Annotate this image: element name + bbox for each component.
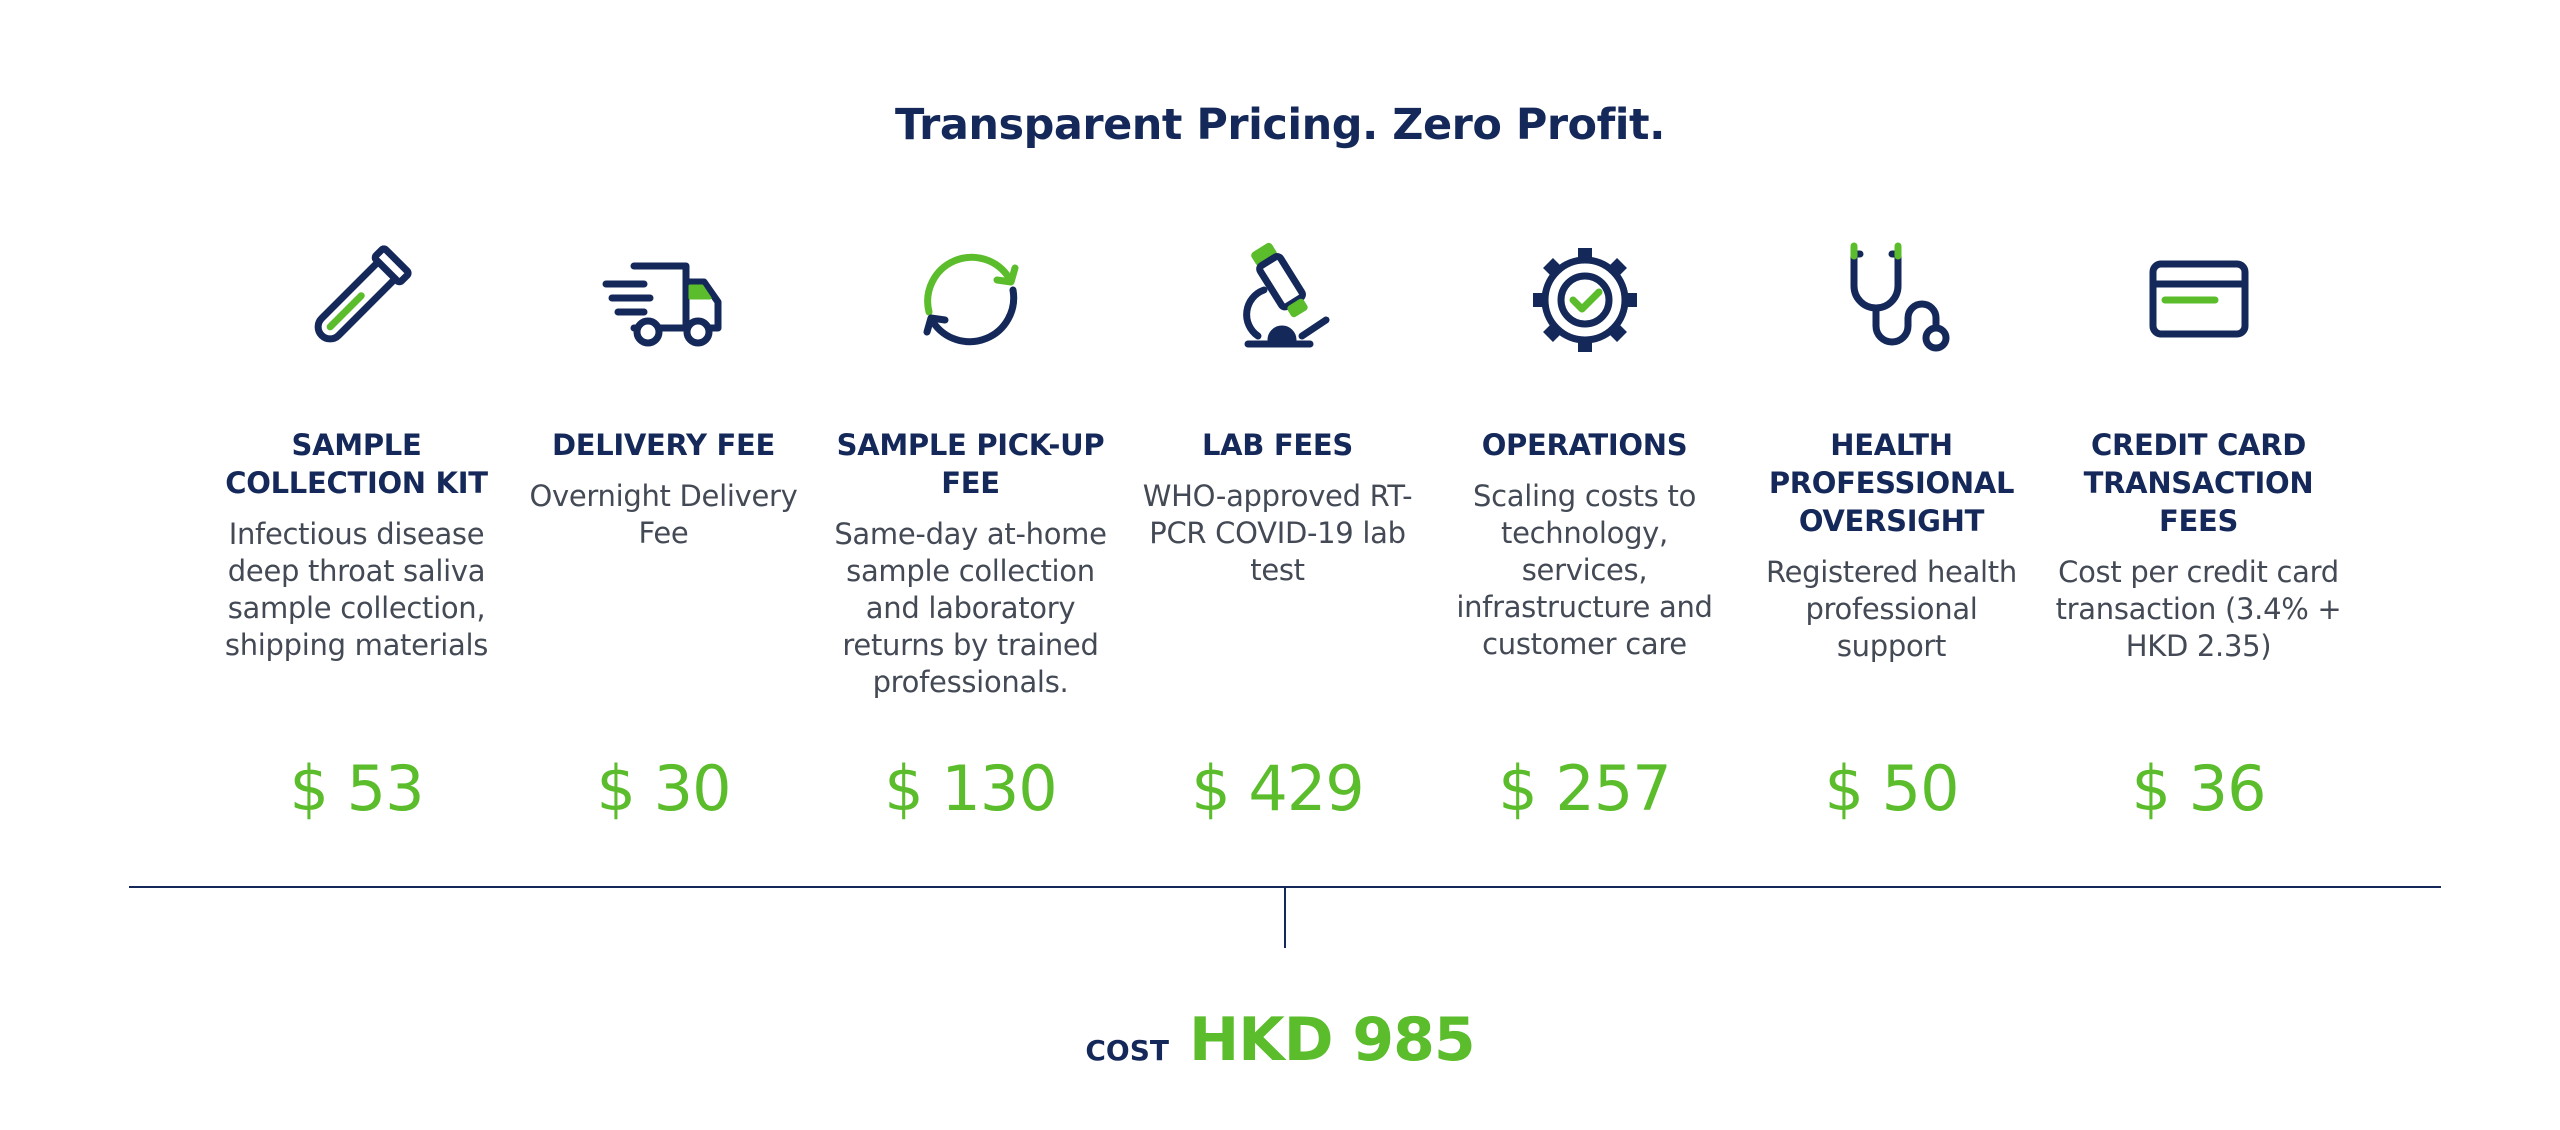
item-name: SAMPLE PICK-UP FEE (836, 428, 1105, 500)
item-description: Scaling costs to technology, services, i… (1456, 479, 1713, 661)
gear-check-icon (1525, 240, 1645, 360)
pricing-item-credit-card-transaction-fees: CREDIT CARD TRANSACTION FEES Cost per cr… (2045, 240, 2352, 701)
pricing-item-delivery-fee: DELIVERY FEE Overnight Delivery Fee (510, 240, 817, 701)
item-name: OPERATIONS (1481, 428, 1688, 462)
item-description: Same-day at-home sample collection and l… (834, 517, 1107, 699)
page-title: Transparent Pricing. Zero Profit. (895, 100, 1665, 150)
stethoscope-icon (1832, 240, 1952, 360)
item-name: CREDIT CARD TRANSACTION FEES (2083, 428, 2314, 538)
item-description: WHO-approved RT-PCR COVID-19 lab test (1142, 479, 1413, 587)
divider-connector (1284, 888, 1286, 948)
item-price: $ 36 (2131, 752, 2266, 825)
pricing-item-health-professional-oversight: HEALTH PROFESSIONAL OVERSIGHT Registered… (1738, 240, 2045, 701)
test-tube-icon (297, 240, 417, 360)
pricing-columns: SAMPLE COLLECTION KIT Infectious disease… (203, 240, 2351, 701)
total-label: COST (1085, 1034, 1169, 1067)
pricing-item-operations: OPERATIONS Scaling costs to technology, … (1431, 240, 1738, 701)
pricing-item-lab-fees: LAB FEES WHO-approved RT-PCR COVID-19 la… (1124, 240, 1431, 701)
refresh-arrows-icon (911, 240, 1031, 360)
item-price: $ 130 (884, 752, 1058, 825)
microscope-icon (1218, 240, 1338, 360)
delivery-truck-icon (602, 240, 724, 360)
item-price: $ 53 (289, 752, 424, 825)
item-price: $ 257 (1498, 752, 1672, 825)
item-description: Overnight Delivery Fee (529, 479, 798, 550)
item-description: Cost per credit card transaction (3.4% +… (2055, 555, 2342, 663)
item-price: $ 50 (1824, 752, 1959, 825)
item-name: LAB FEES (1201, 428, 1354, 462)
pricing-item-sample-collection-kit: SAMPLE COLLECTION KIT Infectious disease… (203, 240, 510, 701)
total-cost: COST HKD 985 (0, 1005, 2560, 1075)
item-price: $ 429 (1191, 752, 1365, 825)
item-name: HEALTH PROFESSIONAL OVERSIGHT (1768, 428, 2015, 538)
item-description: Infectious disease deep throat saliva sa… (224, 517, 489, 662)
item-price: $ 30 (596, 752, 731, 825)
pricing-item-sample-pick-up-fee: SAMPLE PICK-UP FEE Same-day at-home samp… (817, 240, 1124, 701)
credit-card-icon (2139, 240, 2259, 360)
item-name: DELIVERY FEE (551, 428, 776, 462)
item-description: Registered health professional support (1766, 555, 2017, 663)
total-value: HKD 985 (1188, 1005, 1476, 1075)
divider-line (129, 886, 2441, 888)
item-name: SAMPLE COLLECTION KIT (225, 428, 488, 500)
